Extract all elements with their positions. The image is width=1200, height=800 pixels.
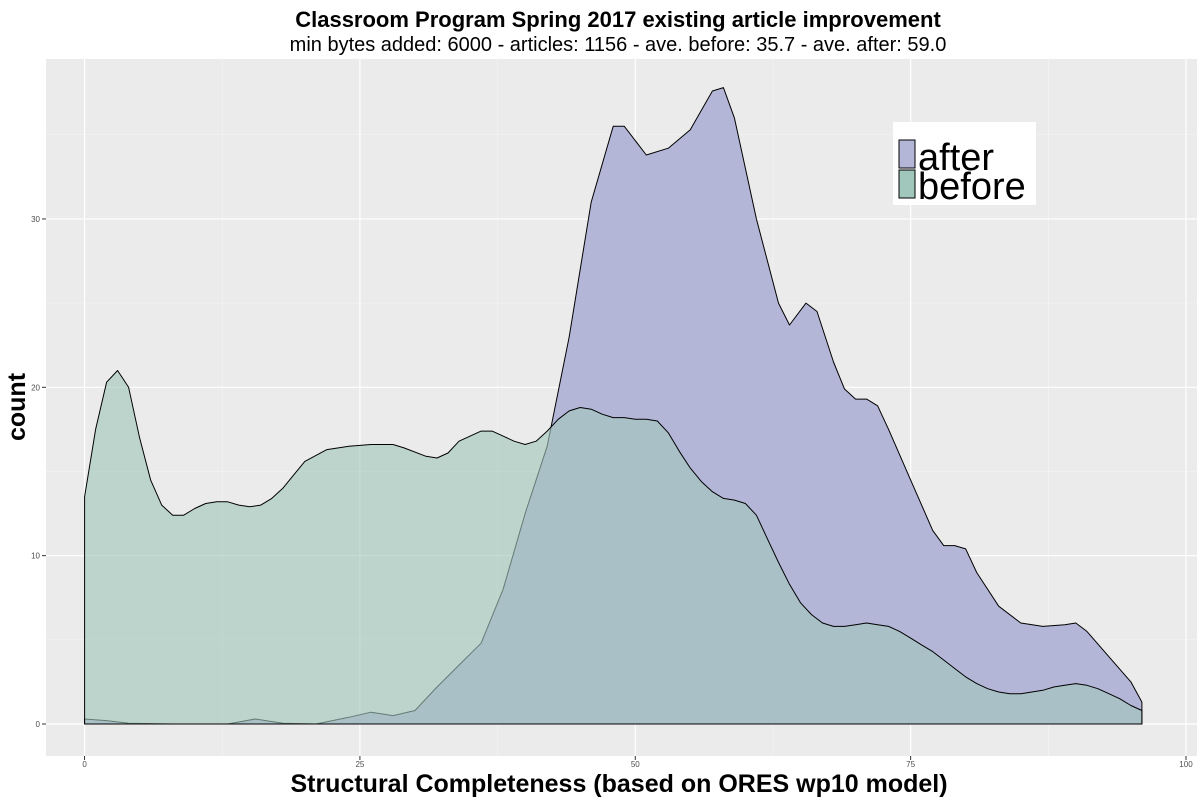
x-tick-label: 50 bbox=[631, 760, 640, 769]
x-tick-label: 75 bbox=[906, 760, 915, 769]
legend: after before bbox=[893, 122, 1036, 208]
x-tick-label: 25 bbox=[355, 760, 364, 769]
density-area-before bbox=[84, 370, 1143, 725]
x-axis-title: Structural Completeness (based on ORES w… bbox=[290, 770, 947, 798]
y-tick-label: 0 bbox=[36, 720, 41, 729]
chart-title: Classroom Program Spring 2017 existing a… bbox=[295, 7, 941, 32]
chart-subtitle: min bytes added: 6000 - articles: 1156 -… bbox=[290, 34, 947, 56]
y-axis-ticks: 0 10 20 30 bbox=[31, 215, 46, 729]
y-tick-label: 10 bbox=[31, 552, 40, 561]
y-tick-label: 30 bbox=[31, 215, 40, 224]
y-axis-title: count bbox=[3, 372, 31, 441]
x-axis-ticks: 0 25 50 75 100 bbox=[82, 756, 1193, 769]
legend-key-before bbox=[898, 169, 916, 199]
legend-label-after: after bbox=[918, 137, 994, 179]
density-areas bbox=[84, 87, 1143, 725]
legend-key-after bbox=[898, 139, 916, 169]
legend-background bbox=[893, 122, 1036, 205]
x-tick-label: 100 bbox=[1179, 760, 1193, 769]
x-tick-label: 0 bbox=[82, 760, 87, 769]
y-tick-label: 20 bbox=[31, 383, 40, 392]
legend-label-before: before bbox=[918, 166, 1026, 208]
